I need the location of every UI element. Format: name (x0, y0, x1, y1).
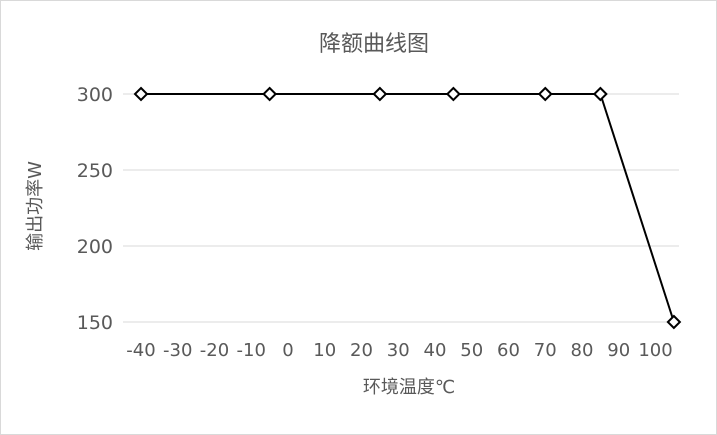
x-tick-label: 100 (638, 340, 672, 361)
y-tick-label: 300 (77, 84, 113, 106)
data-point-marker (133, 86, 149, 102)
x-tick-label: -40 (126, 340, 155, 361)
x-tick-label: 0 (282, 340, 293, 361)
y-axis-ticks: 150 200 250 300 (77, 84, 113, 334)
x-tick-label: 20 (350, 340, 373, 361)
y-tick-label: 200 (77, 236, 113, 258)
x-tick-label: -10 (237, 340, 266, 361)
x-tick-label: -20 (200, 340, 229, 361)
x-axis-label: 环境温度℃ (363, 377, 455, 398)
x-tick-label: -30 (163, 340, 192, 361)
x-tick-label: 80 (571, 340, 594, 361)
data-point-marker (666, 314, 682, 330)
x-tick-label: 30 (387, 340, 410, 361)
y-axis-label: 输出功率W (25, 161, 46, 251)
x-axis-ticks: -40 -30 -20 -10 0 10 20 30 40 50 60 70 80 90 100 (126, 340, 672, 361)
data-point-marker (537, 86, 553, 102)
series-line (141, 93, 675, 323)
data-point-marker (262, 86, 278, 102)
x-tick-label: 90 (607, 340, 630, 361)
x-tick-label: 10 (313, 340, 336, 361)
y-tick-label: 150 (77, 312, 113, 334)
chart-title: 降额曲线图 (319, 32, 429, 57)
data-point-marker (372, 86, 388, 102)
series (133, 86, 682, 330)
x-tick-label: 60 (497, 340, 520, 361)
x-tick-label: 70 (534, 340, 557, 361)
x-tick-label: 40 (424, 340, 447, 361)
y-tick-label: 250 (77, 160, 113, 182)
data-point-marker (445, 86, 461, 102)
data-point-marker (592, 86, 608, 102)
gridlines (123, 93, 679, 323)
x-tick-label: 50 (460, 340, 483, 361)
